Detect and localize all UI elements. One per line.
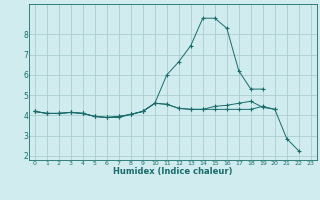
X-axis label: Humidex (Indice chaleur): Humidex (Indice chaleur) — [113, 167, 233, 176]
